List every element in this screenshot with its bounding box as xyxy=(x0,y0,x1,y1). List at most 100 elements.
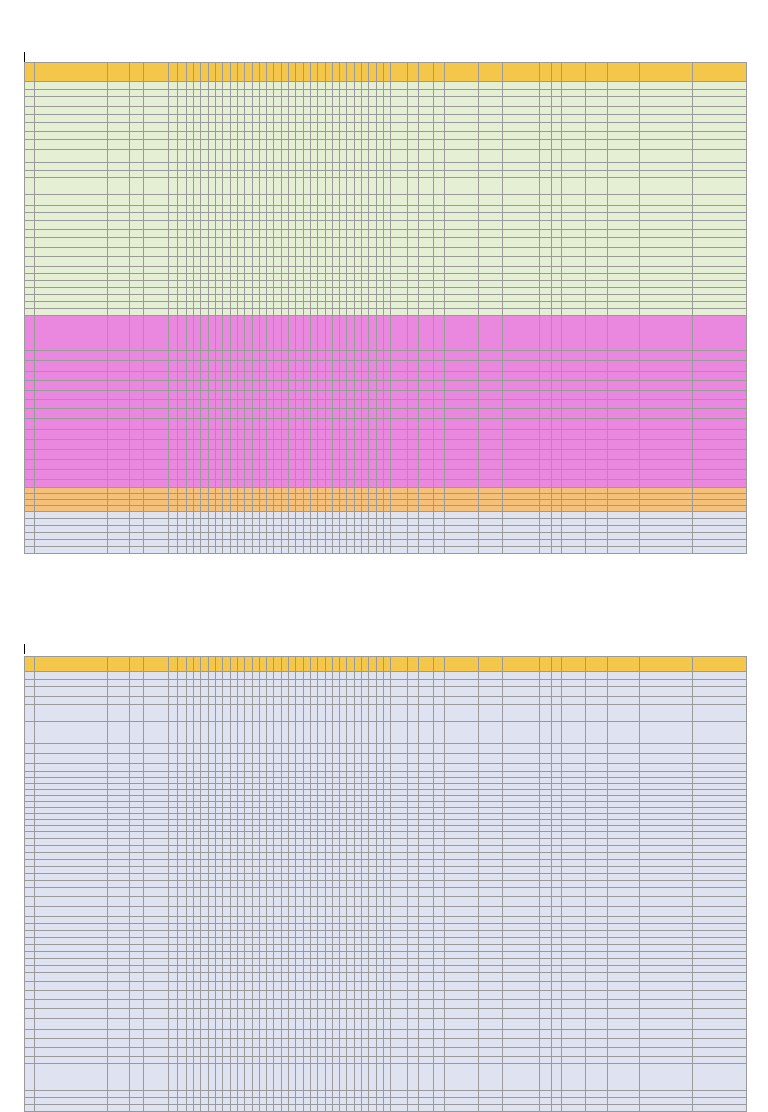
table-cell xyxy=(186,230,193,238)
table-cell xyxy=(693,526,747,533)
table-cell xyxy=(34,400,107,409)
table-cell xyxy=(168,419,178,430)
table-cell xyxy=(478,163,502,171)
table-cell xyxy=(383,230,390,238)
table-cell xyxy=(362,213,369,221)
table-cell xyxy=(252,430,259,440)
table-cell xyxy=(408,867,419,874)
table-cell xyxy=(107,115,129,123)
table-cell xyxy=(325,512,332,519)
table-cell xyxy=(129,839,144,846)
table-cell xyxy=(561,846,585,853)
table-cell xyxy=(433,839,444,846)
table-cell xyxy=(551,123,561,132)
table-cell xyxy=(186,123,193,132)
table-cell xyxy=(383,195,390,206)
table-cell xyxy=(376,1039,383,1048)
table-cell xyxy=(561,519,585,526)
table-cell xyxy=(201,460,208,470)
table-cell xyxy=(201,687,208,697)
table-cell xyxy=(237,547,244,554)
table-cell xyxy=(551,90,561,97)
table-cell xyxy=(362,295,369,302)
table-cell xyxy=(444,107,478,115)
table-cell xyxy=(223,372,230,381)
table-cell xyxy=(168,391,178,400)
table-cell xyxy=(539,897,551,907)
table-cell xyxy=(230,480,237,488)
table-cell xyxy=(245,430,252,440)
table-cell xyxy=(274,316,281,351)
table-cell xyxy=(237,881,244,888)
table-cell xyxy=(274,230,281,238)
table-cell xyxy=(561,381,585,391)
table-cell xyxy=(223,966,230,973)
table-cell xyxy=(325,907,332,917)
table-cell xyxy=(310,281,317,288)
table-cell xyxy=(419,966,434,973)
table-cell xyxy=(274,140,281,150)
table-cell xyxy=(433,533,444,540)
table-cell xyxy=(216,888,223,897)
table-cell xyxy=(259,107,266,115)
table-cell xyxy=(25,945,35,952)
table-cell xyxy=(383,672,390,680)
table-cell xyxy=(186,705,193,722)
table-cell xyxy=(274,945,281,952)
table-cell xyxy=(201,973,208,982)
table-cell xyxy=(347,874,354,881)
table-cell xyxy=(561,391,585,400)
table-cell xyxy=(303,123,310,132)
header-cell xyxy=(383,657,390,672)
table-cell xyxy=(252,90,259,97)
table-cell xyxy=(362,874,369,881)
table-cell xyxy=(539,163,551,171)
table-row xyxy=(25,867,747,874)
table-cell xyxy=(303,982,310,991)
table-cell xyxy=(208,846,215,853)
table-cell xyxy=(639,440,693,450)
table-cell xyxy=(503,281,540,288)
table-cell xyxy=(186,991,193,1000)
table-cell xyxy=(223,672,230,680)
table-cell xyxy=(252,206,259,213)
table-cell xyxy=(208,123,215,132)
table-cell xyxy=(444,381,478,391)
table-cell xyxy=(354,945,361,952)
table-cell xyxy=(693,754,747,764)
table-cell xyxy=(144,874,168,881)
table-row xyxy=(25,982,747,991)
table-cell xyxy=(325,230,332,238)
table-cell xyxy=(201,470,208,480)
table-cell xyxy=(186,722,193,744)
table-cell xyxy=(369,991,376,1000)
table-cell xyxy=(237,450,244,460)
table-cell xyxy=(208,839,215,846)
table-cell xyxy=(107,1019,129,1030)
table-cell xyxy=(347,82,354,90)
header-cell xyxy=(310,657,317,672)
table-cell xyxy=(433,907,444,917)
table-cell xyxy=(444,460,478,470)
table-cell xyxy=(325,839,332,846)
table-cell xyxy=(144,519,168,526)
table-cell xyxy=(478,697,502,705)
table-cell xyxy=(178,361,187,372)
table-cell xyxy=(607,391,639,400)
table-cell xyxy=(340,846,347,853)
table-cell xyxy=(303,764,310,772)
table-cell xyxy=(539,874,551,881)
table-cell xyxy=(201,1009,208,1019)
table-cell xyxy=(340,959,347,966)
table-cell xyxy=(340,874,347,881)
table-cell xyxy=(383,115,390,123)
table-cell xyxy=(325,257,332,267)
table-cell xyxy=(332,480,339,488)
table-cell xyxy=(340,171,347,178)
table-cell xyxy=(223,470,230,480)
table-cell xyxy=(362,526,369,533)
table-cell xyxy=(383,991,390,1000)
table-cell xyxy=(216,150,223,163)
table-cell xyxy=(561,221,585,230)
table-cell xyxy=(340,973,347,982)
